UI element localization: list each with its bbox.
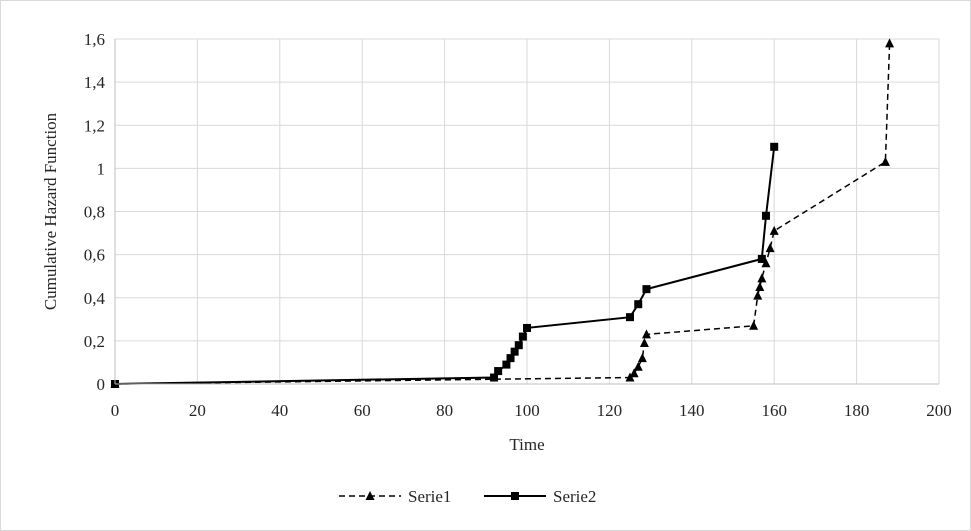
data-point — [514, 341, 523, 350]
data-point — [765, 243, 775, 253]
y-tick-label: 0,2 — [84, 332, 105, 351]
legend-label: Serie1 — [408, 487, 451, 506]
x-tick-label: 80 — [436, 401, 453, 420]
x-tick-label: 40 — [271, 401, 288, 420]
data-point — [761, 211, 770, 220]
x-tick-label: 160 — [761, 401, 787, 420]
y-tick-label: 0,4 — [84, 289, 106, 308]
data-point — [637, 353, 647, 363]
data-point — [629, 368, 639, 378]
y-tick-label: 0,8 — [84, 203, 105, 222]
data-point — [642, 285, 651, 294]
data-point — [770, 142, 779, 151]
data-point — [761, 258, 771, 268]
x-tick-label: 60 — [354, 401, 371, 420]
data-point — [494, 367, 503, 376]
data-point — [769, 225, 779, 235]
data-point — [490, 373, 499, 382]
data-point — [639, 338, 649, 348]
x-tick-label: 180 — [844, 401, 870, 420]
x-tick-label: 120 — [597, 401, 623, 420]
x-tick-label: 0 — [111, 401, 120, 420]
plot-series — [110, 38, 895, 388]
x-tick-label: 20 — [189, 401, 206, 420]
y-tick-label: 1 — [97, 159, 106, 178]
axes: 0 0,2 0,4 0,6 0,8 1 1,2 1,4 1,6 0 20 40 60 80 100 120 14… — [84, 30, 952, 420]
series-serie1 — [110, 38, 895, 388]
data-point — [757, 254, 766, 263]
x-tick-label: 100 — [514, 401, 540, 420]
data-point — [757, 273, 767, 283]
data-point — [506, 354, 515, 363]
data-point — [518, 332, 527, 341]
y-tick-label: 1,6 — [84, 30, 105, 49]
data-point — [641, 329, 651, 339]
data-point — [510, 347, 519, 356]
y-tick-label: 1,4 — [84, 73, 106, 92]
y-axis-title: Cumulative Hazard Function — [41, 112, 60, 310]
data-point — [634, 300, 643, 309]
legend-item-serie2: Serie2 — [484, 487, 596, 506]
legend: Serie1 Serie2 — [339, 487, 596, 506]
legend-marker — [365, 491, 375, 500]
data-point — [633, 361, 643, 371]
data-point — [523, 323, 531, 332]
x-tick-label: 200 — [926, 401, 952, 420]
data-point — [502, 360, 511, 369]
data-point — [749, 320, 759, 330]
data-point — [626, 313, 634, 322]
legend-marker — [511, 492, 519, 500]
data-point — [885, 38, 895, 48]
x-axis-title: Time — [509, 435, 544, 454]
data-point — [755, 281, 765, 291]
legend-item-serie1: Serie1 — [339, 487, 451, 506]
x-tick-label: 140 — [679, 401, 705, 420]
data-point — [880, 156, 890, 166]
y-tick-label: 0 — [97, 375, 106, 394]
data-point — [753, 290, 763, 300]
grid — [114, 38, 940, 385]
y-tick-label: 1,2 — [84, 116, 105, 135]
legend-label: Serie2 — [553, 487, 596, 506]
y-tick-label: 0,6 — [84, 246, 105, 265]
series-line — [114, 43, 891, 385]
